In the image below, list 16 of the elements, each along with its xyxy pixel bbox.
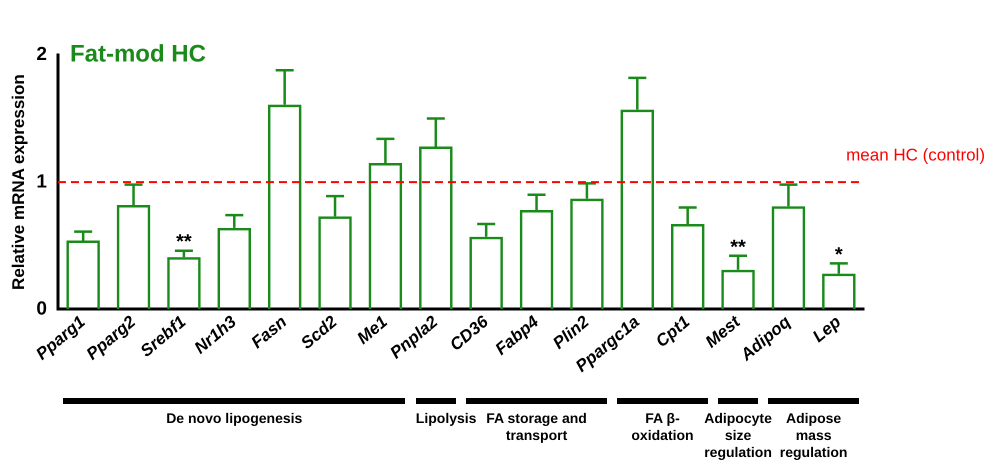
y-axis-title: Relative mRNA expression xyxy=(8,74,28,290)
y-tick-label: 2 xyxy=(36,44,47,66)
text: De novo lipogenesis xyxy=(165,410,304,427)
y-tick-label: 0 xyxy=(36,298,47,320)
text: FA storage and transport xyxy=(485,410,588,444)
y-tick-label: 1 xyxy=(36,171,48,192)
annotation: ** xyxy=(176,231,192,254)
x-tick-label: Lep xyxy=(809,312,844,346)
annotation: ** xyxy=(730,236,746,258)
chart-title: Fat-mod HC xyxy=(70,40,206,68)
text: Lipolysis xyxy=(416,410,476,427)
text: FA β-oxidation xyxy=(631,410,694,443)
text: Adipocyte size regulation xyxy=(703,410,773,461)
annotation: * xyxy=(834,244,843,266)
text: Adipose mass regulation xyxy=(778,410,848,461)
ref-line-label: mean HC (control) xyxy=(846,145,985,164)
